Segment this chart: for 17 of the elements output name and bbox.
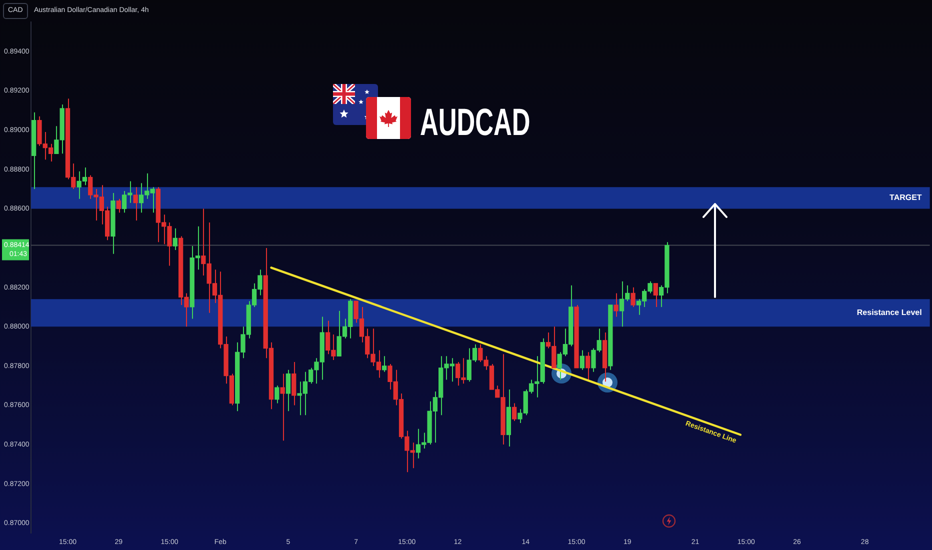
candlestick (172, 228, 178, 250)
candlestick (585, 352, 590, 380)
candlestick (512, 402, 517, 422)
candlestick (280, 373, 285, 442)
candlestick (286, 369, 291, 412)
candlestick (292, 362, 296, 406)
candlestick (580, 350, 584, 370)
candlestick (630, 286, 636, 308)
candlestick (274, 385, 280, 404)
text: AUDCAD (420, 102, 530, 144)
band-label: TARGET (890, 193, 922, 202)
candlestick (133, 186, 138, 222)
candlestick (116, 198, 121, 214)
band-label: Resistance Level (856, 308, 922, 318)
candlestick (653, 282, 658, 308)
candlestick (614, 292, 618, 318)
candlestick (382, 356, 387, 372)
